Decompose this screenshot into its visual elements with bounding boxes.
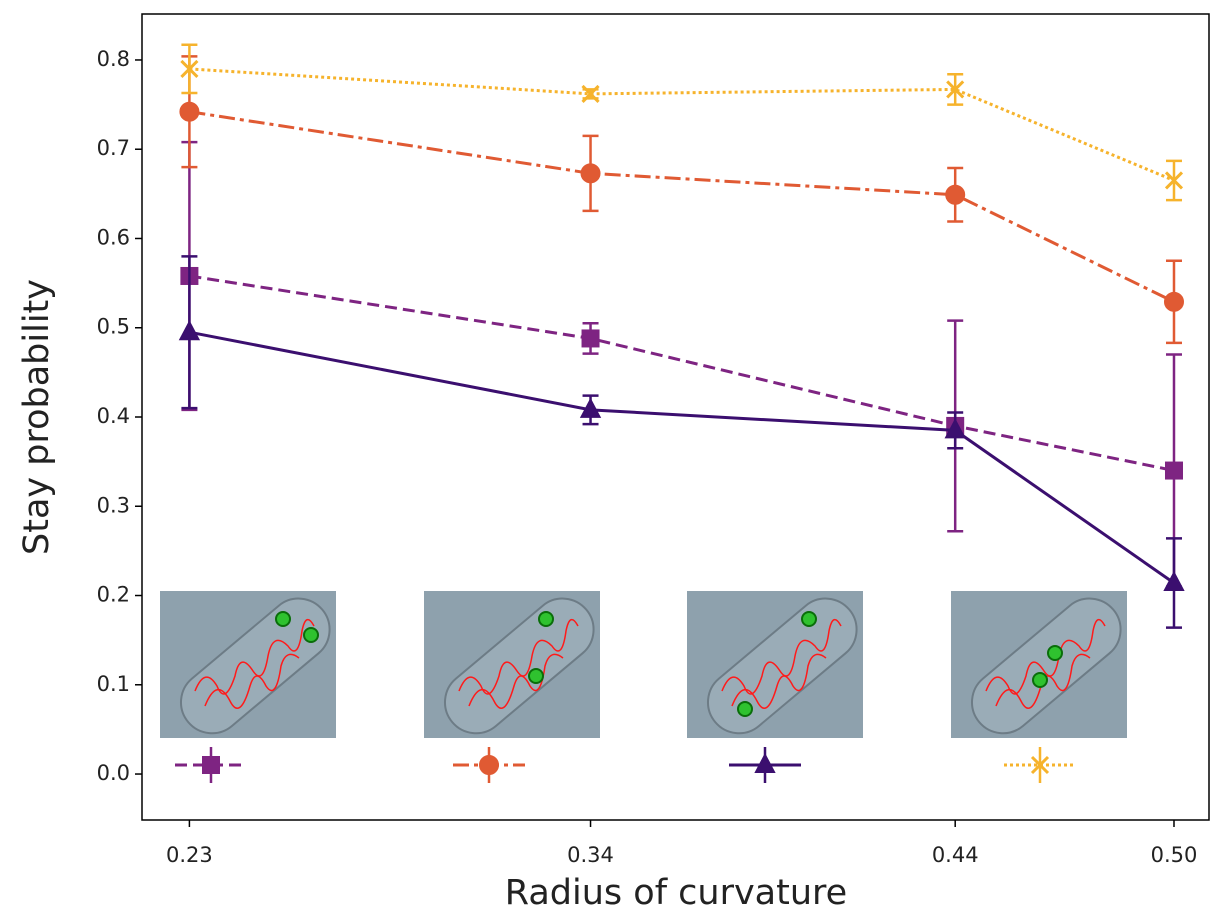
y-tick-label: 0.5 <box>97 315 130 339</box>
cell-illustration <box>424 591 600 738</box>
x-tick-label: 0.50 <box>1151 843 1198 867</box>
y-tick-label: 0.7 <box>97 136 130 160</box>
y-tick-label: 0.8 <box>97 47 130 71</box>
y-tick-label: 0.0 <box>97 761 130 785</box>
y-tick-label: 0.4 <box>97 404 130 428</box>
cell-body <box>443 597 595 735</box>
marker <box>946 80 965 99</box>
cell-body <box>970 597 1122 735</box>
y-tick-label: 0.6 <box>97 225 130 249</box>
series-line <box>189 67 1175 182</box>
x-tick-label: 0.23 <box>166 843 213 867</box>
marker <box>179 101 200 122</box>
y-tick-label: 0.2 <box>97 583 130 607</box>
marker <box>581 84 600 103</box>
series-line <box>189 110 1175 304</box>
y-axis-label: Stay probability <box>17 279 57 555</box>
x-tick-label: 0.44 <box>932 843 979 867</box>
green-particle <box>538 611 554 627</box>
marker <box>579 397 602 418</box>
marker <box>581 329 600 348</box>
legend-marker <box>1030 755 1050 775</box>
marker <box>580 163 601 184</box>
legend-marker <box>202 756 220 774</box>
chromosome <box>194 618 315 710</box>
legend-swatch <box>175 747 247 783</box>
y-tick-label: 0.3 <box>97 493 130 517</box>
cell-body <box>179 597 331 735</box>
green-particle <box>737 701 753 717</box>
marker <box>945 184 966 205</box>
cell-illustration <box>160 591 336 738</box>
marker <box>178 320 201 341</box>
marker <box>1163 570 1185 592</box>
chromosome <box>721 618 842 710</box>
x-tick-label: 0.34 <box>567 843 614 867</box>
cell-body <box>706 597 858 735</box>
green-particle <box>1047 645 1063 661</box>
marker <box>1163 291 1184 312</box>
x-axis-label: Radius of curvature <box>505 873 847 913</box>
marker <box>1164 171 1184 190</box>
green-particle <box>801 611 817 627</box>
series-line <box>189 274 1175 473</box>
green-particle <box>528 668 544 684</box>
series-line <box>189 330 1175 585</box>
legend-swatch <box>729 747 801 783</box>
marker <box>180 59 199 78</box>
marker <box>944 418 966 439</box>
marker <box>1164 461 1183 480</box>
green-particle <box>275 611 291 627</box>
green-particle <box>1032 672 1048 688</box>
legend-marker <box>479 755 499 775</box>
cell-illustration <box>687 591 863 738</box>
legend-marker <box>754 752 776 773</box>
legend-swatch <box>453 747 525 783</box>
green-particle <box>303 627 319 643</box>
legend-swatch <box>1004 747 1076 783</box>
y-tick-label: 0.1 <box>97 672 130 696</box>
chromosome <box>458 618 579 710</box>
chromosome <box>985 618 1106 710</box>
cell-illustration <box>951 591 1127 738</box>
